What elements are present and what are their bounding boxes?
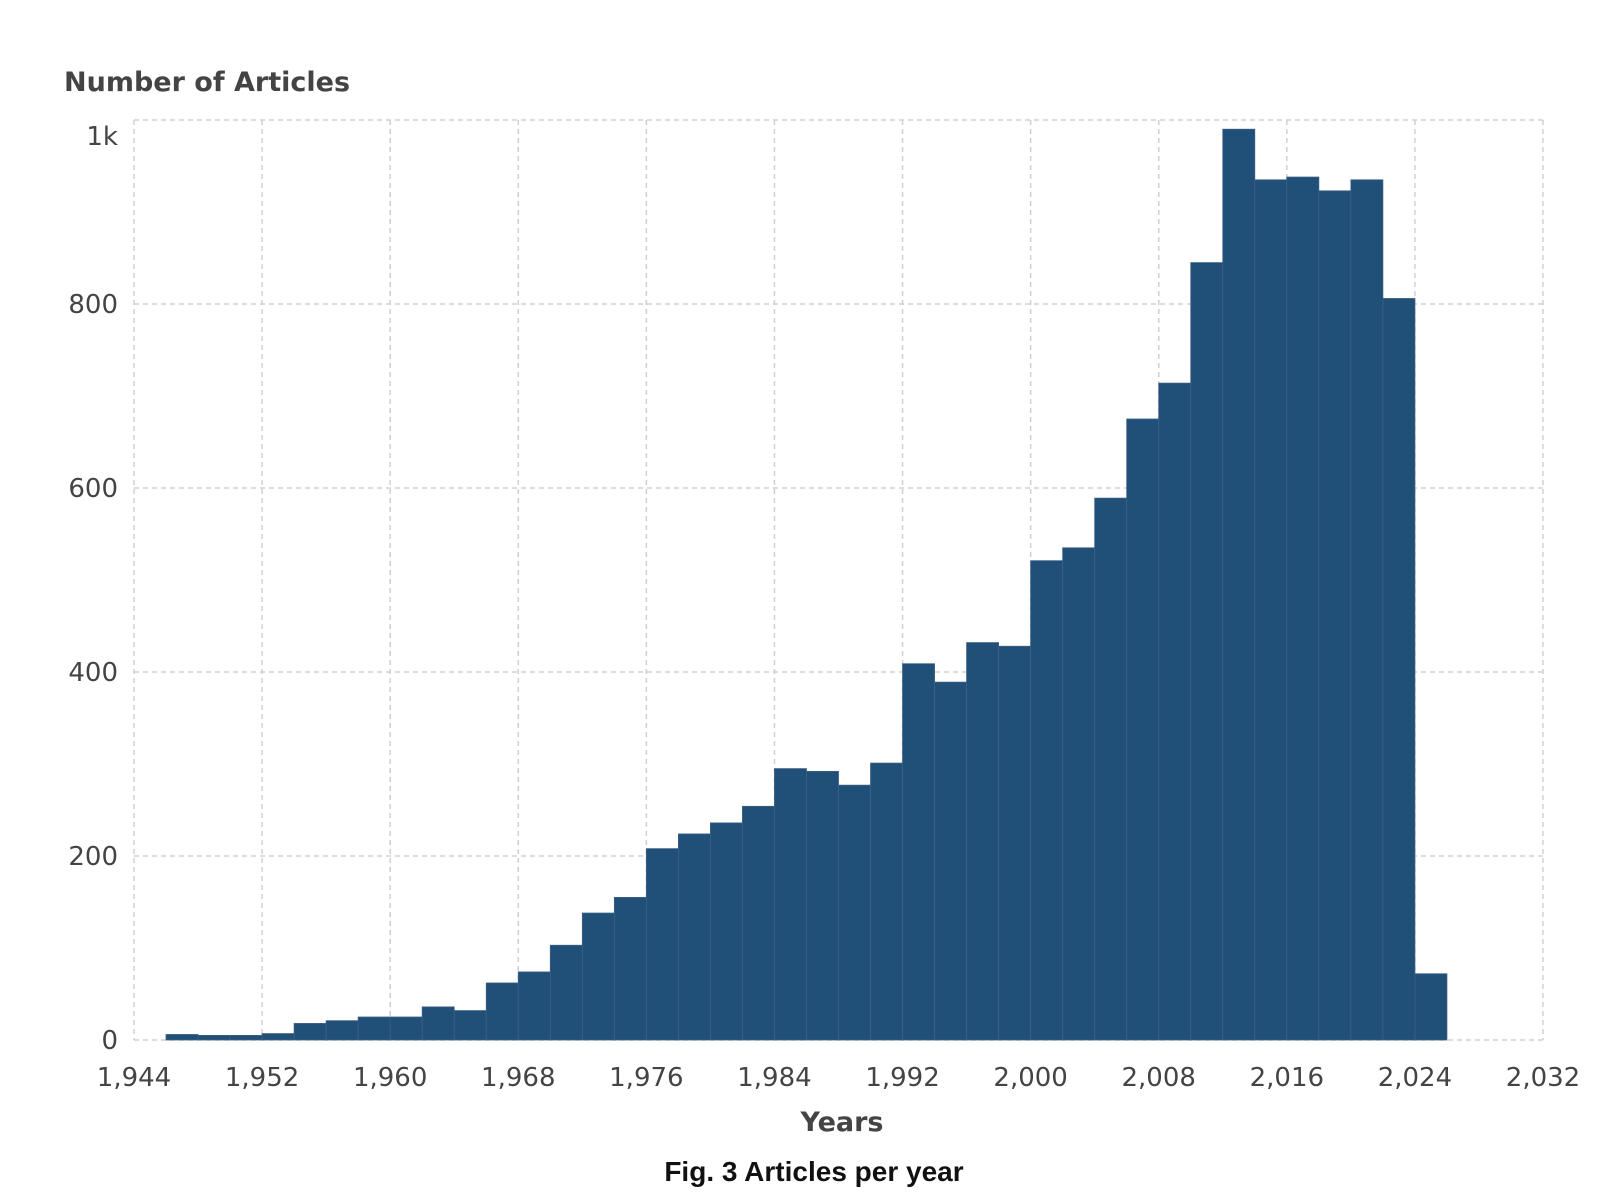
x-tick-label: 2,000 — [993, 1063, 1067, 1093]
y-tick-label: 600 — [68, 474, 118, 504]
bar-layer — [165, 128, 1448, 1041]
histogram-bar-1958 — [357, 1016, 391, 1041]
histogram-bar-2008 — [1158, 382, 1192, 1041]
histogram-bar-1962 — [421, 1006, 455, 1041]
histogram-bar-2024 — [1414, 973, 1448, 1041]
histogram-bar-1988 — [838, 784, 871, 1041]
y-tick-label: 400 — [68, 658, 118, 688]
tick-layer: 0 200 400 600 800 1k 1,944 1,952 1,960 1,968 1,976… — [68, 122, 1580, 1093]
x-tick-label: 2,016 — [1250, 1063, 1324, 1093]
histogram-bar-2006 — [1126, 418, 1160, 1041]
x-tick-label: 1,984 — [737, 1063, 811, 1093]
y-tick-label: 800 — [68, 290, 118, 320]
y-tick-label: 0 — [101, 1026, 118, 1056]
histogram-bar-2004 — [1094, 497, 1128, 1041]
x-tick-label: 1,976 — [609, 1063, 683, 1093]
x-tick-label: 2,024 — [1378, 1063, 1452, 1093]
histogram-bar-1986 — [806, 770, 839, 1041]
histogram-bar-1972 — [581, 912, 615, 1041]
histogram-bar-1952 — [261, 1033, 295, 1041]
histogram-bar-1992 — [902, 663, 935, 1041]
histogram-bar-1946 — [165, 1034, 199, 1041]
x-tick-label: 1,992 — [865, 1063, 939, 1093]
y-tick-label: 200 — [68, 842, 118, 872]
histogram-bar-1970 — [549, 944, 583, 1041]
x-tick-label: 1,952 — [225, 1063, 299, 1093]
histogram-bar-2012 — [1222, 128, 1256, 1041]
histogram-bar-1982 — [742, 805, 775, 1041]
histogram-bar-2022 — [1382, 298, 1416, 1041]
histogram-bar-1960 — [389, 1016, 423, 1041]
histogram-bar-1974 — [613, 897, 647, 1041]
x-tick-label: 1,968 — [481, 1063, 555, 1093]
histogram-bar-1978 — [677, 833, 711, 1041]
histogram-bar-1954 — [293, 1023, 327, 1041]
y-axis-title: Number of Articles — [64, 67, 350, 98]
histogram-bar-1980 — [710, 822, 743, 1041]
histogram-bar-1956 — [325, 1020, 359, 1041]
x-tick-label: 2,008 — [1122, 1063, 1196, 1093]
histogram-bar-1968 — [517, 971, 551, 1041]
histogram-bar-2000 — [1030, 560, 1064, 1041]
figure-caption: Fig. 3 Articles per year — [664, 1156, 963, 1187]
histogram-bar-2020 — [1350, 179, 1384, 1041]
histogram-bar-2016 — [1286, 176, 1320, 1041]
histogram-bar-2002 — [1062, 547, 1096, 1041]
histogram-bar-2014 — [1254, 179, 1288, 1041]
histogram-bar-1994 — [934, 681, 967, 1041]
x-tick-label: 1,960 — [353, 1063, 427, 1093]
histogram-bar-1948 — [197, 1035, 231, 1041]
histogram-bar-2018 — [1318, 190, 1352, 1041]
x-tick-label: 1,944 — [97, 1063, 171, 1093]
x-tick-label: 2,032 — [1506, 1063, 1580, 1093]
histogram-bar-1996 — [966, 642, 1000, 1041]
histogram-bar-1964 — [453, 1010, 487, 1041]
histogram-bar-1966 — [485, 982, 519, 1041]
histogram-bar-1984 — [774, 768, 807, 1041]
histogram-bar-1990 — [870, 762, 903, 1041]
y-tick-label: 1k — [86, 122, 118, 152]
histogram-bar-1998 — [998, 645, 1032, 1041]
x-axis-title: Years — [800, 1107, 884, 1138]
histogram-bar-2010 — [1190, 262, 1224, 1041]
histogram-bar-1950 — [229, 1035, 263, 1041]
histogram-bar-1976 — [645, 848, 679, 1041]
